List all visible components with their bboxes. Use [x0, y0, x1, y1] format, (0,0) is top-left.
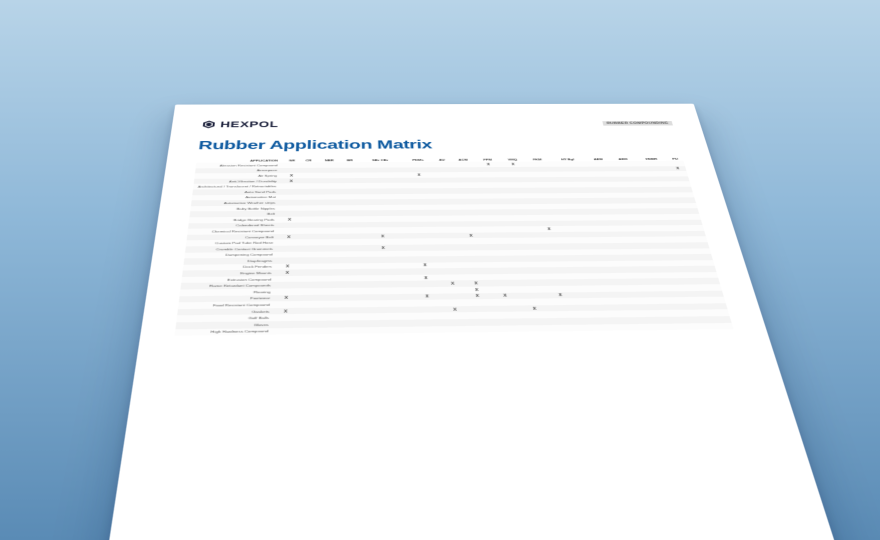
matrix-cell — [621, 324, 651, 331]
matrix-cell — [447, 326, 466, 333]
matrix-cell — [411, 326, 448, 333]
matrix-cell — [466, 325, 496, 332]
matrix-cell — [714, 323, 734, 330]
matrix-cell — [552, 324, 581, 331]
application-matrix-table: APPLICATIONNRCRNBRBRSBr CBrPDMsAUACMFPMV… — [175, 157, 734, 336]
document-page: HEXPOL RUBBER COMPOUNDING Rubber Applica… — [79, 104, 880, 540]
table-body: Abrasion Resistant CompoundXXAerospaceXA… — [175, 161, 734, 336]
matrix-cell — [579, 324, 622, 331]
row-label: High Hardness Compound — [175, 328, 276, 336]
matrix-cell — [360, 326, 411, 333]
matrix-cell — [342, 327, 361, 334]
brand-logo: HEXPOL — [201, 120, 279, 129]
matrix-cell — [677, 323, 715, 330]
page-header: HEXPOL RUBBER COMPOUNDING — [201, 119, 674, 129]
brand-name: HEXPOL — [220, 120, 279, 129]
scene-background: HEXPOL RUBBER COMPOUNDING Rubber Applica… — [0, 0, 880, 540]
document-sheet: HEXPOL RUBBER COMPOUNDING Rubber Applica… — [79, 104, 880, 540]
matrix-cell — [522, 325, 552, 332]
hexpol-mark-icon — [201, 120, 217, 129]
header-badge: RUBBER COMPOUNDING — [603, 121, 673, 126]
matrix-cell — [275, 328, 294, 335]
matrix-cell — [294, 327, 313, 334]
matrix-cell — [649, 323, 679, 330]
matrix-cell — [313, 327, 341, 334]
document-title: Rubber Application Matrix — [198, 138, 681, 153]
matrix-cell — [495, 325, 523, 332]
